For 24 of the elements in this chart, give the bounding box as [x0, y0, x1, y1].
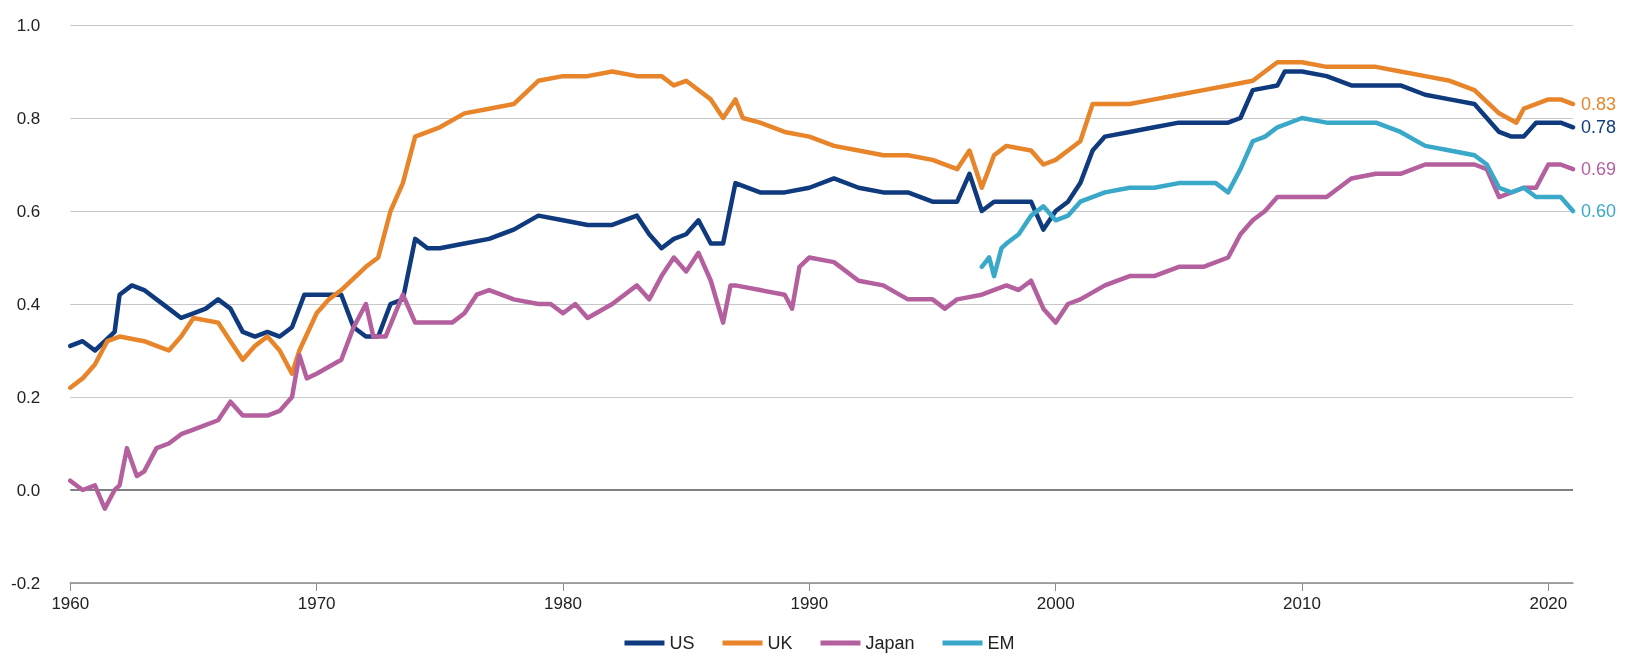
y-tick-label: 0.4 — [16, 294, 41, 314]
y-tick-label: 0.2 — [16, 387, 41, 407]
legend-label: EM — [987, 633, 1015, 653]
line-series — [979, 115, 1576, 279]
x-tick-label: 1960 — [51, 594, 90, 613]
data-label: 0.78 — [1581, 117, 1617, 138]
data-label: 0.83 — [1581, 94, 1617, 115]
data-label: 0.69 — [1581, 159, 1617, 180]
legend-label: US — [669, 633, 695, 653]
y-tick-label: 0.0 — [16, 480, 41, 500]
x-tick-label: 2010 — [1283, 594, 1321, 613]
y-tick-label: 0.8 — [16, 108, 41, 128]
y-tick-label: 0.6 — [16, 201, 41, 221]
x-tick-label: 1990 — [790, 594, 829, 613]
y-tick-label: -0.2 — [11, 573, 41, 593]
x-tick-label: 2020 — [1529, 594, 1568, 613]
x-tick-label: 1970 — [297, 594, 336, 613]
x-tick-label: 1980 — [544, 594, 582, 613]
line-series — [68, 162, 1576, 511]
data-label: 0.60 — [1581, 201, 1617, 221]
y-tick-label: 1.0 — [16, 15, 41, 35]
x-tick-label: 2000 — [1036, 594, 1075, 613]
legend-label: Japan — [865, 633, 915, 653]
legend-label: UK — [767, 633, 793, 653]
